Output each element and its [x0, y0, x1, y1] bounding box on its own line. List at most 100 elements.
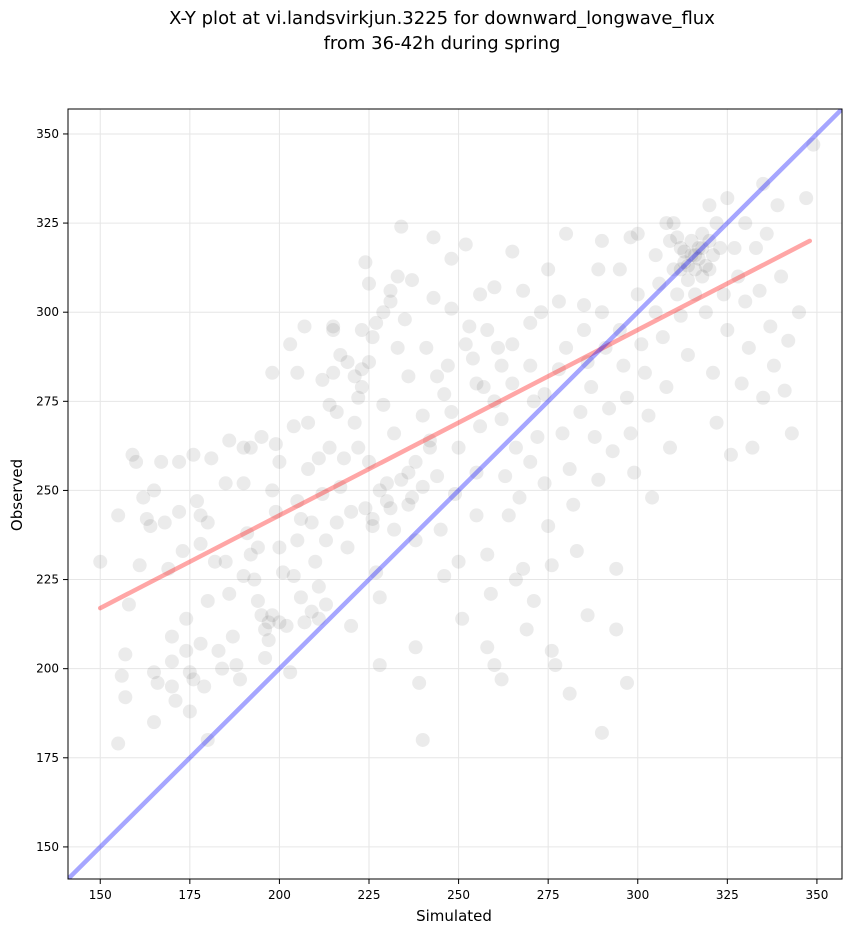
scatter-point	[193, 536, 208, 551]
scatter-point	[555, 426, 570, 441]
scatter-point	[426, 290, 441, 305]
scatter-point	[648, 248, 663, 263]
scatter-point	[756, 176, 771, 191]
scatter-point	[247, 572, 262, 587]
scatter-point	[709, 415, 724, 430]
scatter-point	[408, 640, 423, 655]
scatter-point	[279, 618, 294, 633]
scatter-point	[93, 554, 108, 569]
scatter-point	[523, 358, 538, 373]
scatter-point	[673, 262, 688, 277]
scatter-point	[319, 533, 333, 548]
y-tick-label: 275	[36, 394, 59, 408]
plot-frame	[67, 108, 843, 880]
x-tick-label: 275	[537, 888, 560, 902]
scatter-point	[408, 454, 423, 469]
scatter-point	[577, 323, 591, 338]
scatter-point	[319, 597, 333, 612]
x-tick-label: 325	[716, 888, 739, 902]
scatter-point	[268, 504, 283, 519]
scatter-point	[620, 675, 634, 690]
scatter-point	[290, 533, 305, 548]
scatter-point	[781, 333, 796, 348]
scatter-point	[738, 294, 753, 309]
scatter-point	[250, 593, 265, 608]
scatter-point	[383, 294, 398, 309]
scatter-point	[476, 380, 491, 395]
scatter-point	[766, 358, 781, 373]
scatter-point	[333, 479, 348, 494]
scatter-point	[372, 483, 387, 498]
scatter-point	[215, 661, 230, 676]
identity-line	[68, 109, 842, 879]
scatter-point	[164, 679, 179, 694]
scatter-point	[344, 618, 359, 633]
scatter-point	[261, 615, 276, 630]
scatter-point	[233, 672, 247, 687]
scatter-point	[688, 287, 703, 302]
scatter-point	[580, 355, 595, 370]
scatter-point	[236, 568, 251, 583]
scatter-point	[387, 426, 402, 441]
x-tick-label: 250	[447, 888, 470, 902]
scatter-point	[516, 283, 531, 298]
y-axis-label: Observed	[8, 459, 26, 531]
scatter-point	[372, 590, 387, 605]
scatter-point	[422, 440, 437, 455]
scatter-point	[756, 390, 771, 405]
scatter-point	[605, 444, 620, 459]
scatter-point	[444, 405, 459, 420]
scatter-point	[645, 490, 660, 505]
y-tick-label: 175	[36, 751, 59, 765]
scatter-point	[200, 593, 215, 608]
scatter-point	[440, 358, 455, 373]
scatter-point	[734, 376, 749, 391]
scatter-point	[444, 251, 459, 266]
scatter-point	[602, 401, 617, 416]
scatter-point	[666, 216, 681, 231]
scatter-point	[111, 736, 126, 751]
y-tick-label: 225	[36, 573, 59, 587]
scatter-point	[594, 233, 609, 248]
y-tick-label: 250	[36, 483, 59, 497]
scatter-point	[505, 337, 520, 352]
scatter-point	[784, 426, 799, 441]
scatter-point	[422, 433, 437, 448]
scatter-point	[551, 294, 566, 309]
scatter-point	[365, 511, 380, 526]
scatter-point	[483, 586, 498, 601]
scatter-point	[623, 426, 638, 441]
scatter-point	[659, 380, 674, 395]
scatter-point	[706, 365, 720, 380]
scatter-point	[680, 273, 695, 288]
scatter-point	[405, 490, 419, 505]
scatter-point	[301, 462, 316, 477]
regression-line	[98, 238, 812, 611]
scatter-point	[433, 522, 448, 537]
x-tick-label: 300	[626, 888, 649, 902]
scatter-point	[666, 262, 681, 277]
scatter-point	[154, 454, 169, 469]
scatter-point	[534, 305, 548, 320]
scatter-point	[494, 412, 509, 427]
scatter-point	[272, 540, 287, 555]
scatter-point	[315, 487, 330, 501]
scatter-point	[519, 622, 534, 637]
scatter-point	[684, 233, 699, 248]
scatter-point	[648, 305, 663, 320]
scatter-point	[322, 397, 337, 412]
scatter-point	[147, 483, 161, 498]
scatter-point	[344, 504, 359, 519]
scatter-point	[455, 611, 470, 626]
scatter-point	[616, 358, 631, 373]
scatter-point	[121, 597, 136, 612]
scatter-point	[236, 476, 251, 491]
scatter-point	[770, 198, 785, 213]
scatter-point	[516, 561, 531, 576]
scatter-point	[240, 526, 255, 541]
scatter-point	[480, 323, 495, 338]
scatter-point	[580, 608, 595, 623]
scatter-point	[741, 340, 756, 355]
scatter-point	[752, 283, 767, 298]
scatter-point	[630, 226, 645, 241]
